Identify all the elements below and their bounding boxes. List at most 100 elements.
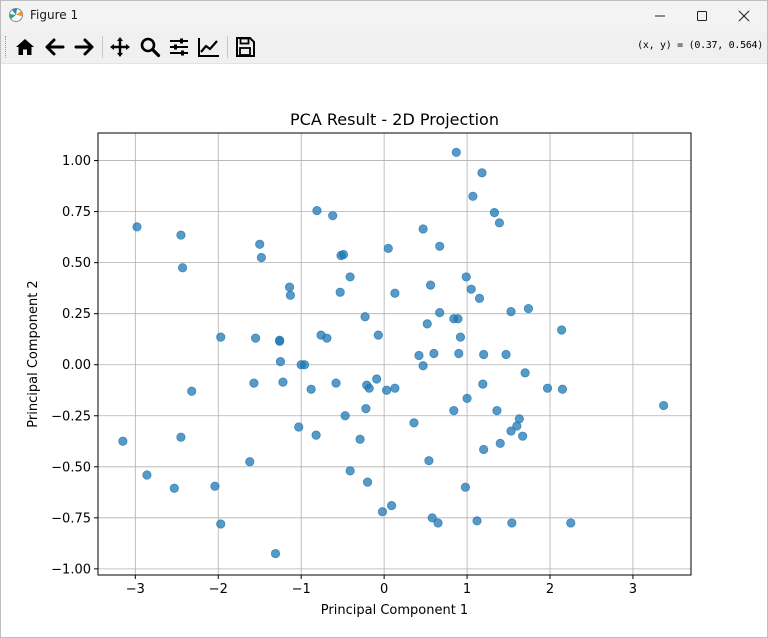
scatter-point [169,483,179,493]
scatter-point [390,383,400,393]
y-tick-label: −0.50 [51,460,91,475]
scatter-point [335,287,345,297]
maximize-button[interactable] [679,1,725,31]
subplots-button[interactable] [166,35,192,59]
scatter-point [340,411,350,421]
scatter-point [433,518,443,528]
y-tick-label: 0.75 [62,205,91,220]
close-button[interactable] [721,1,767,31]
scatter-point [377,507,388,517]
scatter-point [474,293,485,303]
window-title: Figure 1 [30,8,79,22]
scatter-point [299,360,310,370]
y-tick-label: −1.00 [51,562,91,577]
scatter-point [453,314,463,324]
scatter-point [373,330,383,340]
scatter-point [328,211,338,221]
y-tick-label: 0.25 [62,307,91,322]
scatter-point [382,385,392,395]
y-axis-label: Principal Component 2 [26,280,41,427]
scatter-point [118,436,128,446]
scatter-point [507,518,517,528]
scatter-point [429,348,439,359]
zoom-icon [140,37,161,58]
scatter-point [312,205,322,216]
scatter-point [501,349,511,360]
scatter-point [542,383,553,393]
customize-icon [198,38,219,57]
toolbar-grip [5,36,9,58]
scatter-point [449,406,459,416]
x-axis-ticks: −3 −2 −1 0 1 2 3 [126,575,637,597]
scatter-point [479,349,489,360]
minimize-button[interactable] [637,1,683,31]
scatter-point [477,168,487,178]
navigation-toolbar: (x, y) = (0.37, 0.564) [1,31,767,64]
figure-canvas[interactable]: −3 −2 −1 0 1 2 3 −1.00 −0.75 −0.50 −0.25 0.00 0.25 0… [1,64,767,637]
forward-icon [74,38,94,56]
scatter-point [390,288,400,298]
scatter-point [311,430,321,440]
scatter-point [418,224,428,234]
scatter-point [454,348,464,359]
y-tick-label: 0.50 [62,256,91,271]
y-axis-ticks: −1.00 −0.75 −0.50 −0.25 0.00 0.25 0.50 0.75 1.00 [51,154,98,577]
x-axis-label: Principal Component 1 [321,603,468,618]
scatter-point [345,466,355,476]
axes-frame [97,132,692,576]
y-tick-label: −0.25 [51,409,91,424]
save-icon [236,37,255,57]
pan-button[interactable] [107,35,133,59]
scatter-point [294,422,304,432]
data-points [118,147,669,559]
scatter-point [414,350,424,361]
scatter-point [479,444,489,455]
scatter-point [364,383,374,393]
scatter-point [284,282,295,292]
scatter-point [250,333,261,343]
home-button[interactable] [12,35,38,59]
scatter-point [270,548,281,559]
y-tick-label: 1.00 [62,154,91,169]
x-tick-label: 3 [629,582,637,597]
toolbar-separator [227,36,228,58]
x-tick-label: −2 [209,582,228,597]
close-icon [738,10,750,22]
scatter-point [566,518,576,528]
scatter-point [278,377,288,387]
scatter-point [249,378,259,388]
scatter-point [455,332,466,342]
grid-lines [98,133,691,575]
pan-icon [110,37,130,57]
customize-button[interactable] [196,35,222,59]
back-button[interactable] [42,35,68,59]
scatter-point [177,263,188,273]
scatter-point [285,290,296,300]
scatter-point [518,431,528,441]
scatter-point [451,147,461,157]
scatter-point [494,218,505,228]
scatter-point [409,418,419,428]
scatter-point [176,432,186,442]
scatter-point [495,438,505,448]
scatter-point [435,308,445,318]
scatter-point [360,312,370,322]
save-button[interactable] [232,35,258,59]
scatter-point [466,284,476,294]
scatter-point [435,241,445,251]
scatter-point [460,482,471,492]
scatter-point [427,513,437,523]
forward-button[interactable] [71,35,97,59]
scatter-point [386,500,397,511]
scatter-point [187,386,197,396]
scatter-point [425,280,436,290]
scatter-point [520,368,530,378]
x-tick-label: 2 [546,582,554,597]
back-icon [45,38,65,56]
scatter-point [489,208,500,218]
scatter-chart[interactable]: −3 −2 −1 0 1 2 3 −1.00 −0.75 −0.50 −0.25 0.00 0.25 0… [1,64,767,637]
scatter-point [275,336,285,346]
chart-title: PCA Result - 2D Projection [290,110,499,129]
zoom-button[interactable] [137,35,163,59]
scatter-point [462,393,472,404]
